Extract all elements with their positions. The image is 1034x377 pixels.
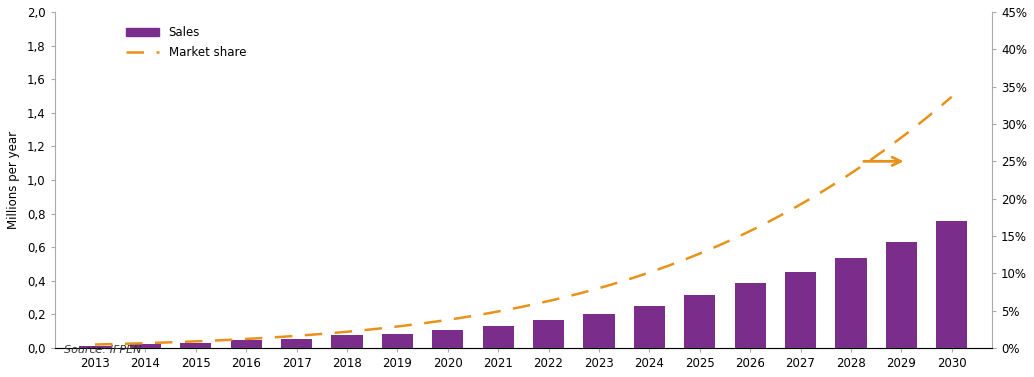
Bar <box>382 334 413 348</box>
Bar <box>835 258 866 348</box>
Bar <box>734 284 766 348</box>
Bar <box>180 343 211 348</box>
Y-axis label: Millions per year: Millions per year <box>7 131 20 229</box>
Bar <box>583 314 614 348</box>
Bar <box>281 339 312 348</box>
Bar <box>80 345 111 348</box>
Bar <box>331 336 363 348</box>
Bar <box>685 295 716 348</box>
Bar <box>785 273 816 348</box>
Bar <box>533 320 565 348</box>
Bar <box>432 330 463 348</box>
Bar <box>129 344 161 348</box>
Text: Source: IFPEN: Source: IFPEN <box>64 345 142 355</box>
Bar <box>886 242 917 348</box>
Bar <box>483 326 514 348</box>
Bar <box>634 306 665 348</box>
Legend: Sales, Market share: Sales, Market share <box>122 21 251 64</box>
Bar <box>231 340 262 348</box>
Bar <box>936 221 968 348</box>
